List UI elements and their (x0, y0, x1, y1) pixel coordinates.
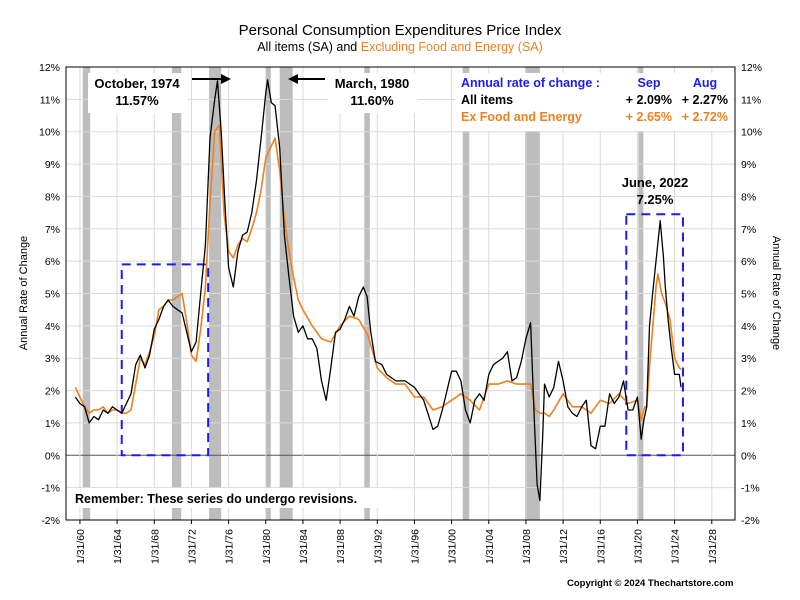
annotation-1974-arrowhead (221, 74, 231, 84)
y-tick-left: 12% (39, 62, 60, 74)
dashed-boxes (120, 213, 684, 457)
y-axis-label-right: Annual Rate of Change (770, 236, 782, 350)
x-tick-label: 1/31/84 (298, 529, 310, 564)
x-tick-label: 1/31/08 (521, 529, 533, 564)
x-tick-label: 1/31/60 (75, 529, 87, 564)
x-tick-label: 1/31/16 (595, 529, 607, 564)
legend-row-all-items-label: All items (461, 93, 513, 107)
legend-row-core-aug: + 2.72% (682, 110, 728, 124)
y-tick-right: 12% (741, 62, 762, 74)
y-tick-right: 4% (741, 321, 756, 333)
annotation-1980-line1: March, 1980 (335, 76, 409, 91)
y-tick-right: 11% (741, 94, 761, 106)
revision-note: Remember: These series do undergo revisi… (75, 492, 357, 506)
legend-col-sep: Sep (638, 76, 661, 90)
subtitle-highlight: Excluding Food and Energy (SA) (360, 40, 543, 54)
y-tick-right: 6% (741, 256, 756, 268)
copyright-text: Copyright © 2024 Thechartstore.com (567, 578, 734, 589)
grid-lines (66, 67, 735, 520)
y-tick-right: -1% (741, 483, 760, 495)
x-tick-label: 1/31/88 (335, 529, 347, 564)
annotation-1980-line2: 11.60% (350, 93, 394, 108)
y-axis-label-left: Annual Rate of Change (18, 236, 30, 350)
note-bg (70, 488, 390, 508)
x-tick-label: 1/31/96 (409, 529, 421, 564)
y-tick-right: 2% (741, 386, 756, 398)
y-tick-left: 3% (45, 353, 60, 365)
series-lines (74, 79, 682, 502)
y-ticks-left: -2% -1% 0% 1% 2% 3% 4% 5% 6% 7% 8% 9% 10% 11% 12% (39, 62, 60, 527)
annotation-box-1980 (328, 73, 418, 113)
y-tick-left: 8% (45, 191, 60, 203)
series-line-ex-food-energy (74, 124, 682, 421)
y-ticks-right: -2% -1% 0% 1% 2% 3% 4% 5% 6% 7% 8% 9% 10% 11% 12% (741, 62, 762, 527)
y-tick-right: -2% (741, 515, 760, 527)
legend-table-bg (455, 73, 733, 131)
x-tick-label: 1/31/76 (224, 529, 236, 564)
legend-row-all-items-sep: + 2.09% (626, 93, 672, 107)
y-tick-right: 10% (741, 127, 762, 139)
annotation-2022-line2: 7.25% (637, 192, 674, 207)
y-tick-right: 8% (741, 191, 756, 203)
y-tick-left: 10% (39, 127, 60, 139)
x-tick-label: 1/31/04 (484, 529, 496, 564)
y-tick-left: -2% (41, 515, 60, 527)
annotation-1974-line2: 11.57% (115, 93, 159, 108)
y-tick-left: 6% (45, 256, 60, 268)
y-tick-left: 11% (40, 94, 60, 106)
series-line-all-items (74, 79, 682, 502)
annotation-box-1974 (88, 73, 188, 113)
subtitle-prefix: All items (SA) and (257, 40, 361, 54)
legend-row-core-sep: + 2.65% (626, 110, 672, 124)
x-tick-label: 1/31/28 (707, 529, 719, 564)
x-tick-label: 1/31/24 (670, 529, 682, 564)
x-tick-label: 1/31/80 (261, 529, 273, 564)
annotation-1974-line1: October, 1974 (94, 76, 180, 91)
y-tick-left: 9% (45, 159, 60, 171)
chart-title: Personal Consumption Expenditures Price … (238, 22, 562, 39)
x-ticks: 1/31/60 1/31/64 1/31/68 1/31/72 1/31/76 1/31/… (75, 520, 719, 564)
y-tick-left: 2% (45, 386, 60, 398)
chart-subtitle: All items (SA) and Excluding Food and En… (0, 40, 800, 54)
legend-col-aug: Aug (693, 76, 717, 90)
y-tick-right: 3% (741, 353, 756, 365)
x-tick-label: 1/31/92 (372, 529, 384, 564)
x-tick-label: 1/31/12 (558, 529, 570, 564)
annotation-2022-line1: June, 2022 (622, 175, 689, 190)
y-tick-left: 1% (45, 418, 60, 430)
x-tick-label: 1/31/00 (447, 529, 459, 564)
x-tick-label: 1/31/68 (149, 529, 161, 564)
x-tick-label: 1/31/72 (186, 529, 198, 564)
y-tick-left: -1% (41, 483, 60, 495)
y-tick-right: 1% (741, 418, 756, 430)
plot-frame (65, 66, 736, 521)
y-tick-right: 9% (741, 159, 756, 171)
y-tick-right: 0% (741, 450, 756, 462)
x-tick-label: 1/31/20 (632, 529, 644, 564)
x-tick-label: 1/31/64 (112, 529, 124, 564)
legend-header-label: Annual rate of change : (461, 76, 600, 90)
y-tick-right: 5% (741, 289, 756, 301)
dashed-box-0 (120, 263, 210, 457)
y-tick-left: 5% (45, 289, 60, 301)
y-tick-left: 4% (45, 321, 60, 333)
y-tick-right: 7% (741, 224, 756, 236)
y-tick-left: 7% (45, 224, 60, 236)
annotation-1980-arrowhead (288, 74, 298, 84)
legend-row-core-label: Ex Food and Energy (461, 110, 582, 124)
y-tick-left: 0% (45, 450, 60, 462)
legend-row-all-items-aug: + 2.27% (682, 93, 728, 107)
